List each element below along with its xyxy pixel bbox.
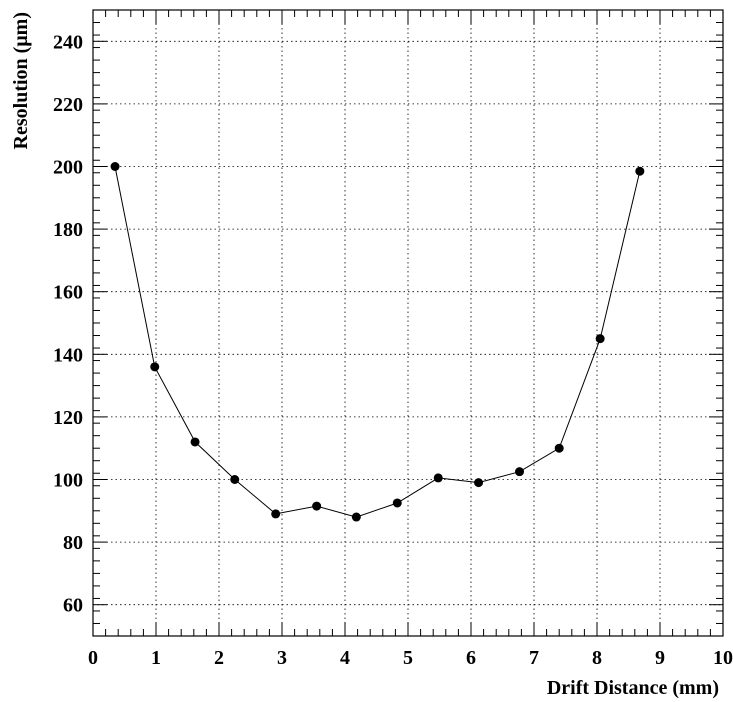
data-point — [190, 437, 200, 447]
data-series — [110, 162, 645, 522]
data-point — [230, 475, 240, 484]
data-point — [554, 443, 564, 453]
data-point — [110, 162, 120, 171]
plot-frame — [92, 9, 724, 637]
y-tick-label: 60 — [63, 595, 83, 617]
y-axis-title: Resolution (μm) — [10, 12, 32, 149]
x-tick-label: 2 — [214, 647, 224, 669]
data-point — [312, 501, 322, 511]
x-tick-label: 7 — [529, 647, 539, 669]
x-tick-label: 5 — [403, 647, 413, 669]
x-tick-label: 0 — [88, 647, 98, 669]
x-tick-label: 6 — [466, 647, 476, 669]
y-tick-label: 100 — [53, 470, 83, 492]
data-point — [635, 166, 645, 176]
x-tick-label: 8 — [592, 647, 602, 669]
y-tick-label: 220 — [53, 94, 83, 116]
grid — [93, 10, 723, 636]
y-tick-label: 240 — [53, 31, 83, 53]
data-point — [150, 362, 160, 372]
series-line — [114, 166, 641, 518]
data-point — [392, 498, 402, 508]
data-point — [474, 478, 484, 488]
y-tick-label: 180 — [53, 219, 83, 241]
y-tick-label: 140 — [53, 344, 83, 366]
data-point — [351, 512, 361, 522]
y-tick-label: 120 — [53, 407, 83, 429]
x-tick-label: 10 — [713, 647, 733, 669]
y-tick-label: 160 — [53, 282, 83, 304]
x-axis-title: Drift Distance (mm) — [547, 677, 719, 699]
x-tick-label: 9 — [655, 647, 665, 669]
data-point — [271, 509, 281, 519]
data-point — [595, 334, 605, 344]
tick-labels: 0 1 2 3 4 5 6 7 8 9 10 60 80 100 120 140 160 180 200 220 240 — [53, 31, 733, 669]
y-tick-label: 200 — [53, 157, 83, 179]
x-tick-label: 4 — [340, 647, 350, 669]
y-tick-label: 80 — [63, 532, 83, 554]
x-tick-label: 3 — [277, 647, 287, 669]
x-tick-label: 1 — [151, 647, 161, 669]
data-point — [515, 467, 525, 477]
data-point — [433, 473, 443, 483]
axis-ticks — [92, 10, 724, 636]
